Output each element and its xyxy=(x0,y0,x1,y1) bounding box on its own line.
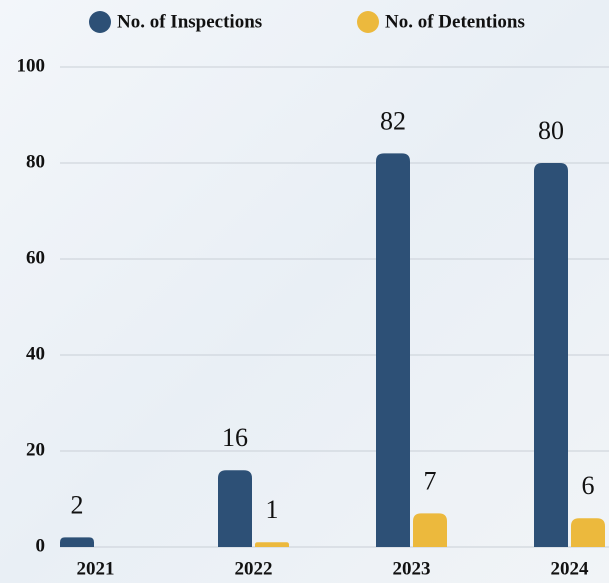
y-tick-label: 20 xyxy=(26,439,45,460)
x-tick-label: 2021 xyxy=(77,558,115,579)
legend-marker xyxy=(89,11,111,33)
value-label: 2 xyxy=(71,490,84,519)
value-label: 6 xyxy=(582,471,595,500)
value-label: 1 xyxy=(266,495,279,524)
chart: 0 20 40 60 80 100 No. of Inspections No. of Det… xyxy=(0,0,609,583)
x-tick-label: 2022 xyxy=(235,558,273,579)
y-tick-label: 100 xyxy=(17,55,46,76)
page: {"chart_data": {"type": "bar", "categori… xyxy=(0,0,609,583)
bar xyxy=(376,153,410,547)
x-tick-label: 2023 xyxy=(393,558,431,579)
background xyxy=(0,0,609,583)
bar xyxy=(60,537,94,547)
value-label: 7 xyxy=(424,466,437,495)
x-tick-label: 2024 xyxy=(551,558,590,579)
value-label: 16 xyxy=(222,423,248,452)
y-tick-label: 60 xyxy=(26,247,45,268)
y-tick-label: 40 xyxy=(26,343,45,364)
bar xyxy=(534,163,568,547)
value-label: 82 xyxy=(380,106,406,135)
y-tick-label: 0 xyxy=(36,535,46,556)
bar xyxy=(571,518,605,547)
bar xyxy=(413,513,447,547)
value-label: 80 xyxy=(538,116,564,145)
bar xyxy=(218,470,252,547)
bar xyxy=(255,542,289,547)
legend-label: No. of Detentions xyxy=(385,11,525,32)
legend-marker xyxy=(357,11,379,33)
y-tick-label: 80 xyxy=(26,151,45,172)
legend-label: No. of Inspections xyxy=(117,11,262,32)
